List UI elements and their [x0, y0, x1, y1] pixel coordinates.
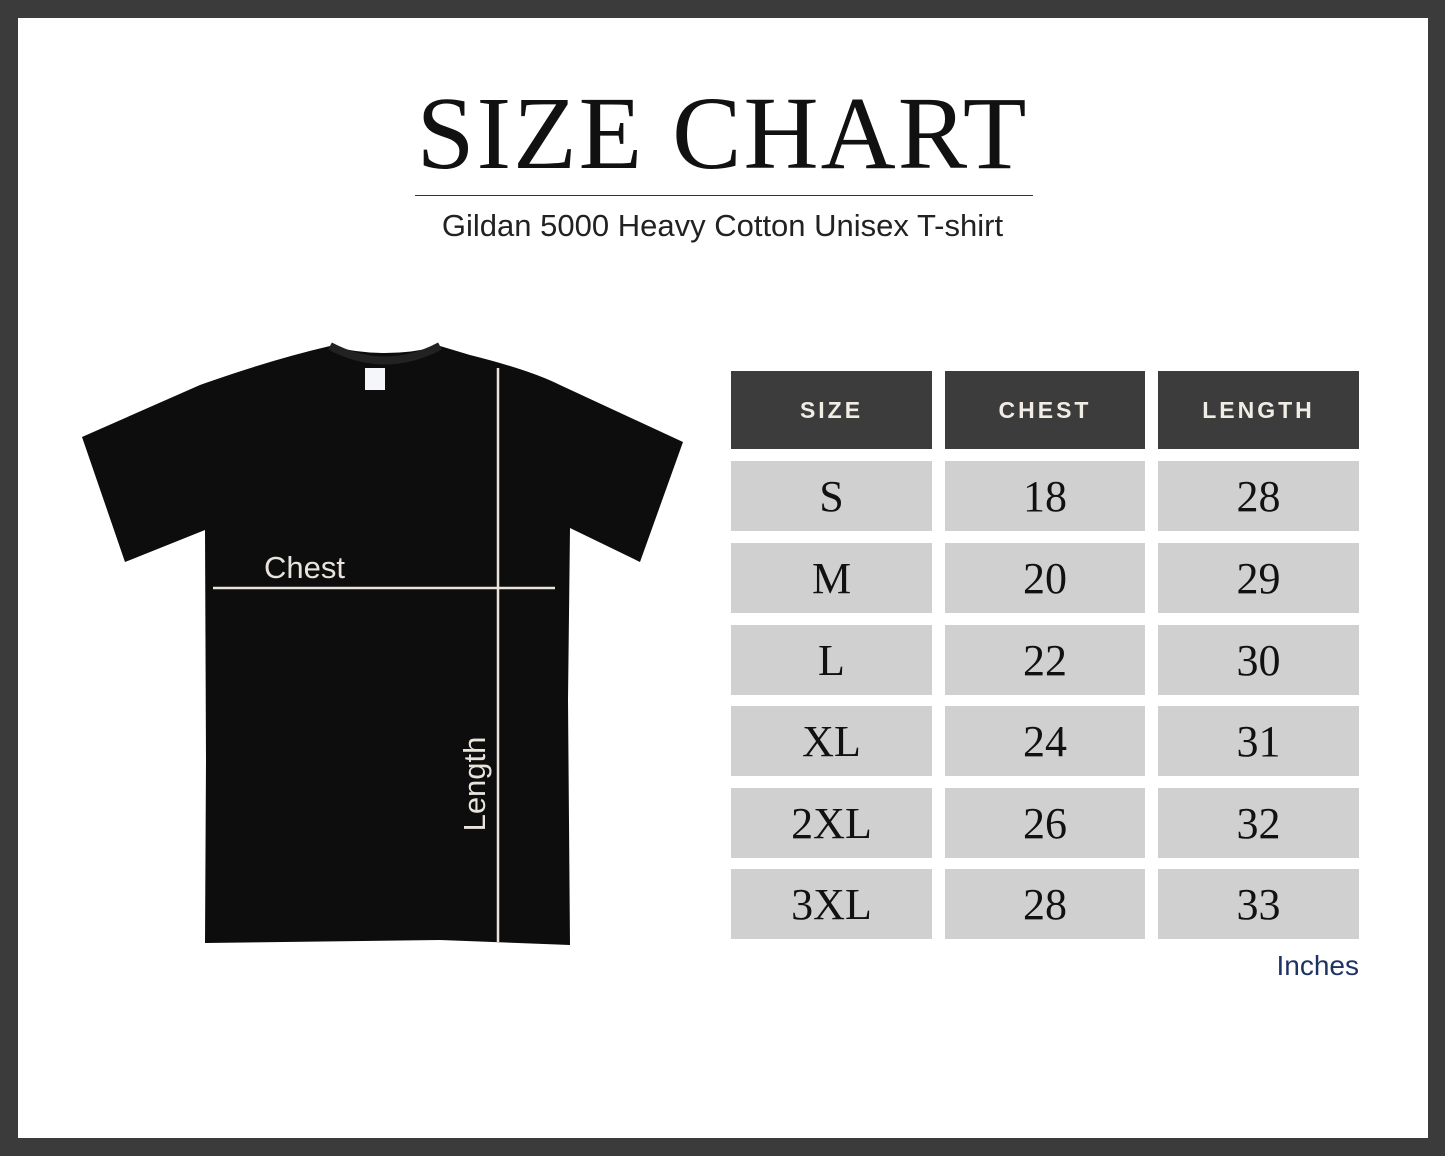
tshirt-diagram	[82, 342, 683, 945]
page-title: SIZE CHART	[416, 76, 1029, 191]
cell-length: 32	[1158, 788, 1359, 858]
page-subtitle: Gildan 5000 Heavy Cotton Unisex T-shirt	[441, 208, 1004, 243]
cell-length: 30	[1158, 625, 1359, 695]
cell-length: 31	[1158, 706, 1359, 776]
header-length: LENGTH	[1158, 371, 1359, 449]
cell-chest: 20	[945, 543, 1145, 613]
cell-size: M	[731, 543, 932, 613]
cell-size: L	[731, 625, 932, 695]
title-divider	[415, 195, 1033, 196]
header-size: SIZE	[731, 371, 932, 449]
cell-size: 3XL	[731, 869, 932, 939]
cell-chest: 26	[945, 788, 1145, 858]
units-label: Inches	[1276, 950, 1360, 981]
cell-size: XL	[731, 706, 932, 776]
cell-chest: 18	[945, 461, 1145, 531]
tshirt-image	[82, 346, 683, 945]
chest-label: Chest	[264, 550, 345, 585]
tshirt-collar	[328, 342, 442, 365]
cell-length: 29	[1158, 543, 1359, 613]
cell-length: 28	[1158, 461, 1359, 531]
tshirt-tag	[365, 368, 385, 390]
length-label: Length	[457, 736, 492, 832]
cell-size: 2XL	[731, 788, 932, 858]
cell-length: 33	[1158, 869, 1359, 939]
cell-chest: 22	[945, 625, 1145, 695]
cell-size: S	[731, 461, 932, 531]
cell-chest: 24	[945, 706, 1145, 776]
header-chest: CHEST	[945, 371, 1145, 449]
cell-chest: 28	[945, 869, 1145, 939]
